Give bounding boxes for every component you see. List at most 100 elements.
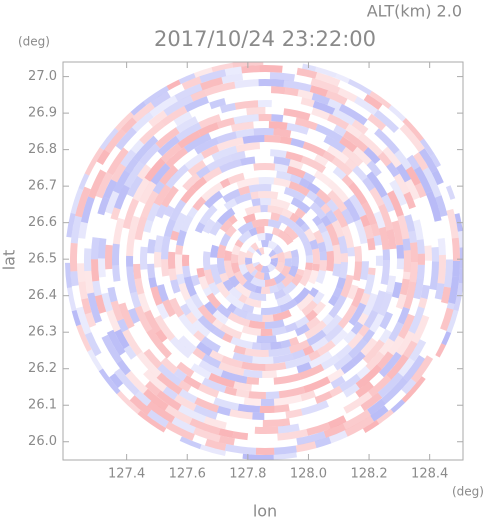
radar-cell <box>84 332 102 357</box>
radar-cell <box>309 202 327 220</box>
radar-cell <box>265 362 287 371</box>
radar-cell <box>175 122 202 142</box>
radar-cell <box>378 203 394 231</box>
radar-cell <box>198 359 224 377</box>
radar-cell <box>245 312 263 322</box>
radar-cell <box>321 230 334 252</box>
radar-cell <box>341 225 355 249</box>
radar-cell <box>227 312 242 325</box>
radar-cell <box>260 205 268 213</box>
radar-cell <box>457 230 463 248</box>
radar-cell <box>367 398 386 416</box>
radar-cell <box>208 372 235 389</box>
radar-cell <box>163 218 176 238</box>
radar-cell <box>328 415 347 429</box>
radar-cell <box>431 247 440 262</box>
radar-cell <box>206 292 222 309</box>
radar-cell <box>288 181 310 197</box>
radar-cell <box>302 141 326 157</box>
radar-cell <box>401 378 417 395</box>
radar-cell <box>288 159 304 170</box>
radar-cell <box>360 337 378 357</box>
radar-cell <box>253 128 274 136</box>
radar-cell <box>155 204 168 219</box>
radar-cell <box>360 261 369 281</box>
radar-cell <box>411 314 430 344</box>
radar-cell <box>243 369 263 378</box>
radar-cell <box>201 144 220 159</box>
radar-cell <box>216 131 237 144</box>
radar-cell <box>366 171 388 198</box>
radar-cell <box>106 329 126 356</box>
radar-cell <box>277 260 285 263</box>
radar-cell <box>282 281 297 296</box>
radar-cell <box>181 76 202 90</box>
radar-cell <box>298 177 310 189</box>
radar-cell <box>320 354 340 371</box>
radar-cell <box>437 254 446 284</box>
radar-cell <box>122 215 133 230</box>
radar-cell <box>363 309 379 329</box>
radar-cell <box>161 235 171 260</box>
radar-cell <box>198 383 220 398</box>
radar-cell <box>91 237 100 260</box>
radar-cell <box>146 328 162 347</box>
radar-cell <box>236 177 259 189</box>
radar-cell <box>271 227 281 237</box>
radar-cell <box>187 206 199 219</box>
radar-cell <box>252 412 265 420</box>
radar-cell <box>171 417 196 434</box>
radar-cell <box>451 237 461 261</box>
radar-cell <box>324 324 344 343</box>
radar-cell <box>358 324 370 337</box>
x-tick-label: 127.8 <box>229 467 266 482</box>
radar-cell <box>391 220 404 246</box>
radar-cell <box>258 78 285 87</box>
radar-cell <box>360 392 383 412</box>
radar-cell <box>178 404 207 423</box>
radar-cell <box>434 283 445 300</box>
radar-cell <box>446 208 459 239</box>
radar-cell <box>242 271 255 283</box>
radar-cell <box>137 410 167 433</box>
radar-cell <box>242 280 257 293</box>
radar-cell <box>348 194 367 218</box>
radar-cell <box>422 167 442 198</box>
radar-cell <box>237 403 260 413</box>
radar-cell <box>419 138 435 157</box>
radar-cell <box>160 259 170 277</box>
radar-cell <box>308 287 319 298</box>
radar-cell <box>327 98 342 111</box>
radar-cell <box>192 319 211 338</box>
radar-cell <box>234 239 244 248</box>
radar-cell <box>199 204 218 226</box>
radar-cell <box>126 198 139 218</box>
radar-cell <box>258 177 275 185</box>
radar-cell <box>203 416 227 430</box>
radar-cell <box>152 180 165 195</box>
radar-cell <box>220 370 248 384</box>
radar-cell <box>356 365 371 380</box>
radar-cell <box>306 182 321 195</box>
radar-cell <box>157 284 169 302</box>
radar-cell <box>311 92 330 106</box>
radar-cell <box>190 363 212 380</box>
radar-cell <box>294 323 310 337</box>
radar-cell <box>160 105 188 127</box>
y-tick-label: 26.0 <box>28 434 57 449</box>
radar-cell <box>75 186 91 218</box>
radar-cell <box>340 253 349 263</box>
radar-cell <box>273 128 292 138</box>
radar-cell <box>218 361 245 376</box>
radar-cell <box>306 316 321 330</box>
radar-cell <box>300 390 316 402</box>
radar-cell <box>218 428 234 438</box>
radar-cell <box>184 152 205 170</box>
radar-cell <box>416 264 425 279</box>
radar-cell <box>115 127 137 151</box>
radar-cell <box>258 247 265 255</box>
radar-cell <box>101 334 123 364</box>
radar-cell <box>193 67 213 78</box>
radar-cell <box>254 285 262 294</box>
radar-cell <box>114 329 130 349</box>
